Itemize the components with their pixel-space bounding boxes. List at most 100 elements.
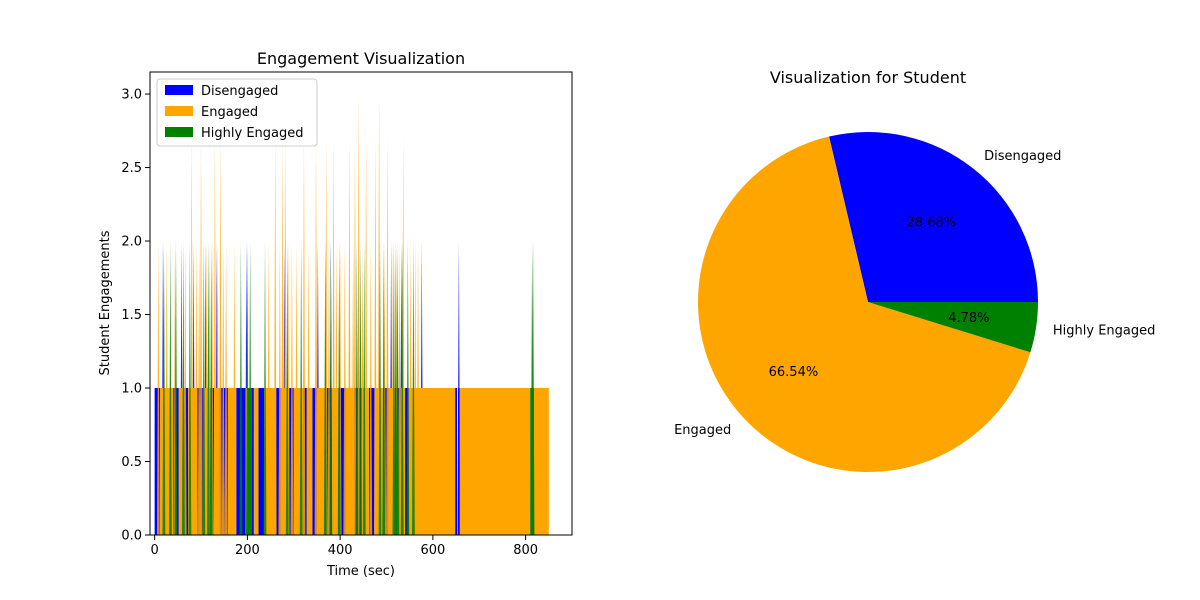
x-tick-label: 800 (513, 543, 538, 558)
area-spike (416, 241, 420, 536)
area-spike (360, 241, 364, 536)
area-spike (162, 241, 166, 536)
area-spike (329, 241, 333, 536)
area-segment (455, 388, 457, 535)
y-tick-label: 1.0 (121, 382, 142, 397)
area-spike (327, 241, 331, 536)
engagement-pie-chart: Visualization for Student 28.68% Disengag… (674, 68, 1155, 473)
pie-slice-disengaged (829, 132, 1038, 302)
area-spike (357, 94, 361, 536)
area-spike (213, 138, 217, 535)
area-spike (307, 241, 310, 536)
area-spike (373, 138, 377, 535)
area-spike (207, 241, 210, 536)
area-spike (290, 241, 294, 536)
series-engaged (156, 94, 549, 536)
area-spike (281, 138, 285, 535)
area-segment (312, 388, 317, 535)
y-tick-label: 3.0 (121, 88, 142, 103)
area-spike (378, 241, 382, 536)
area-spike (224, 241, 228, 536)
area-spike (169, 241, 172, 536)
area-spike (353, 138, 357, 535)
area-spike (302, 138, 306, 535)
pie-category-label: Highly Engaged (1053, 323, 1156, 338)
area-spike (369, 241, 373, 536)
area-spike (156, 241, 160, 536)
pie-slices (697, 132, 1038, 473)
area-spike (181, 241, 185, 536)
area-spike (323, 241, 327, 536)
area-spike (337, 241, 341, 536)
legend-entry: Engaged (201, 105, 258, 120)
area-segment (253, 388, 259, 535)
right-chart-title: Visualization for Student (770, 68, 966, 87)
area-spike (285, 241, 289, 536)
x-tick-label: 0 (150, 543, 158, 558)
area-spike (406, 241, 410, 536)
area-spike (190, 138, 194, 535)
area-segment (331, 388, 339, 535)
left-plot-area (154, 94, 549, 536)
area-spike (278, 241, 282, 536)
pie-slice-highly-engaged (868, 302, 1038, 353)
area-spike (396, 241, 400, 536)
area-segment (276, 388, 281, 535)
area-spike (267, 241, 271, 536)
area-spike (174, 241, 178, 536)
area-segment (251, 388, 254, 535)
area-spike (412, 241, 415, 536)
area-spike (239, 241, 243, 536)
area-segment (178, 388, 185, 535)
pie-percent-label: 28.68% (907, 216, 957, 231)
legend-entry: Disengaged (201, 84, 278, 99)
left-plot-frame (149, 71, 573, 536)
area-segment (316, 388, 326, 535)
area-spike (359, 241, 362, 536)
area-spike (531, 241, 535, 536)
area-spike (194, 241, 198, 536)
legend-swatch (165, 127, 193, 137)
area-spike (457, 241, 461, 536)
pie-labels: 28.68% Disengaged 66.54% Engaged 4.78% Highly… (674, 149, 1155, 438)
y-tick-label: 1.5 (121, 308, 142, 323)
pie-percent-label: 4.78% (948, 311, 989, 326)
area-spike (392, 241, 396, 536)
area-segment (388, 388, 395, 535)
x-tick-label: 200 (235, 543, 260, 558)
area-segment (258, 388, 265, 535)
area-spike (199, 138, 203, 535)
y-tick-label: 0.0 (121, 529, 142, 544)
pie-category-label: Disengaged (984, 149, 1061, 164)
area-spike (205, 241, 208, 536)
area-spike (364, 138, 368, 535)
area-segment (459, 388, 549, 535)
area-spike (343, 241, 347, 536)
area-spike (233, 241, 236, 536)
legend-swatch (165, 85, 193, 95)
area-spike (165, 241, 169, 536)
x-tick-label: 600 (420, 543, 445, 558)
area-spike (263, 241, 267, 536)
legend-entry: Highly Engaged (201, 126, 304, 141)
legend-swatch (165, 106, 193, 116)
left-y-ticks: 0.0 0.5 1.0 1.5 2.0 2.5 3.0 (121, 88, 150, 544)
area-spike (209, 241, 213, 536)
area-spike (299, 241, 303, 536)
area-spike (335, 241, 338, 536)
area-spike (245, 241, 249, 536)
left-legend: Disengaged Engaged Highly Engaged (156, 78, 318, 147)
y-tick-label: 0.5 (121, 455, 142, 470)
left-x-axis-label: Time (sec) (326, 564, 395, 579)
area-spike (219, 138, 222, 535)
area-segment (227, 388, 237, 535)
pie-percent-label: 66.54% (769, 365, 819, 380)
area-spike (273, 138, 277, 535)
area-spike (332, 138, 336, 535)
area-spike (413, 241, 417, 536)
legend-frame (156, 78, 318, 147)
area-spike (394, 241, 398, 536)
area-spike (355, 241, 359, 536)
area-spike (400, 241, 404, 536)
